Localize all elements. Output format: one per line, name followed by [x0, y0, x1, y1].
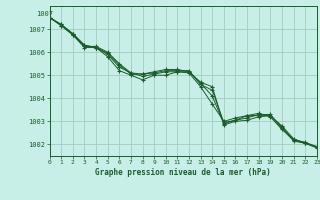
Text: 1007: 1007: [36, 11, 53, 17]
X-axis label: Graphe pression niveau de la mer (hPa): Graphe pression niveau de la mer (hPa): [95, 168, 271, 177]
